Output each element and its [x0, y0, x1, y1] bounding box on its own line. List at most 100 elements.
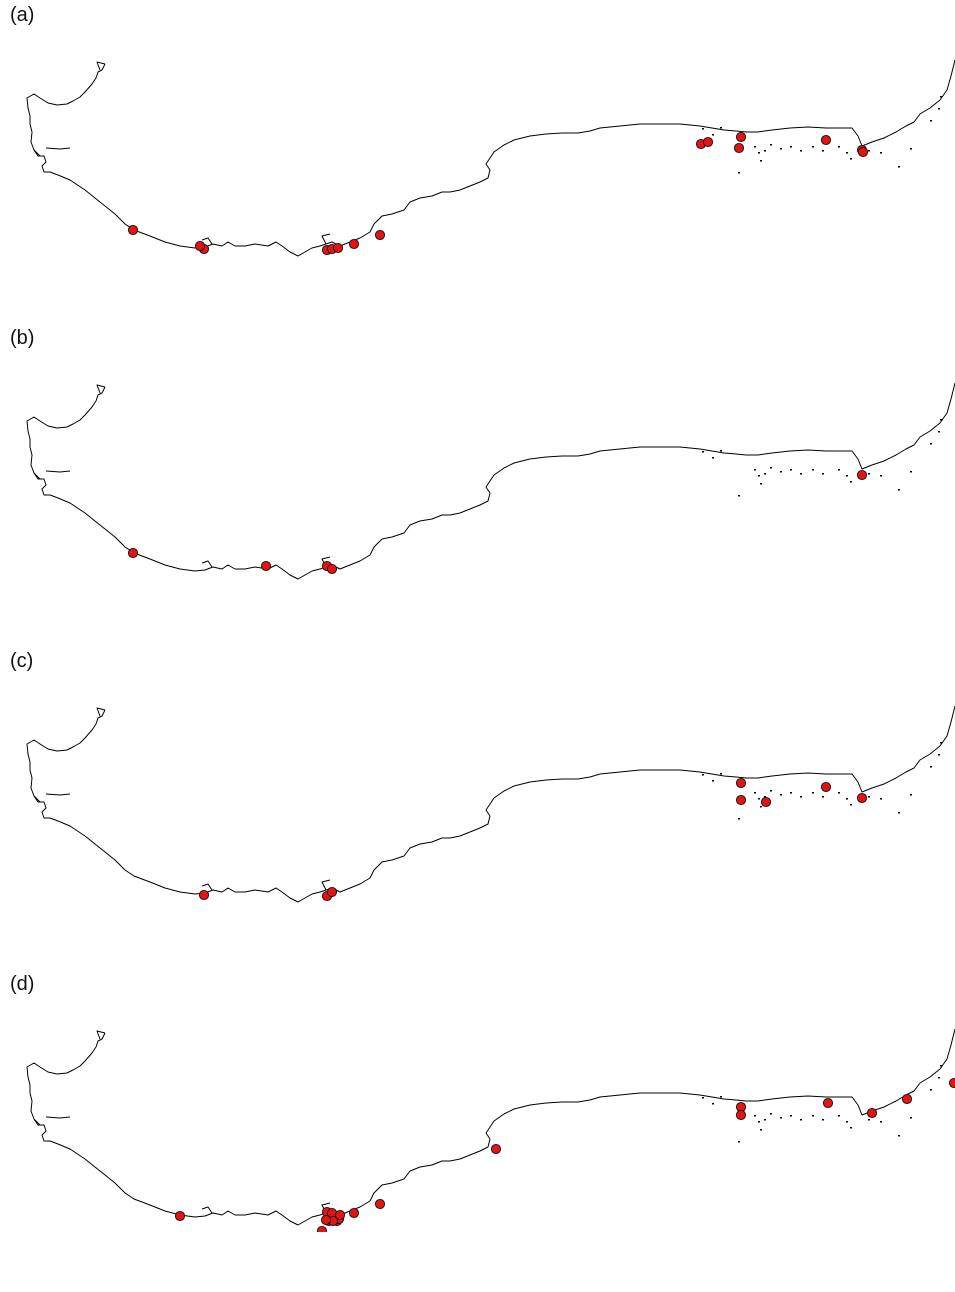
coastline-inlet: [321, 879, 331, 891]
islet: [790, 146, 792, 148]
islet: [938, 754, 940, 756]
islet: [846, 475, 848, 477]
islet: [760, 806, 762, 808]
coastline-inlet: [201, 883, 213, 891]
coastline-inlet: [201, 560, 213, 568]
panel-label: (a): [10, 4, 35, 26]
islet: [800, 473, 802, 475]
islet: [754, 792, 756, 794]
islet: [770, 1113, 772, 1115]
islet: [720, 1096, 722, 1098]
panel-label: (b): [10, 327, 35, 349]
islet: [770, 144, 772, 146]
islet: [868, 150, 870, 152]
site-marker: [820, 134, 832, 146]
site-marker: [760, 796, 772, 808]
site-marker: [374, 229, 386, 241]
panel-d: (d): [0, 969, 955, 1292]
panel-c: (c): [0, 646, 955, 969]
site-marker: [735, 777, 747, 789]
site-marker: [735, 1109, 747, 1121]
site-marker: [326, 886, 338, 898]
islet: [812, 1115, 814, 1117]
islet: [812, 792, 814, 794]
islet: [846, 798, 848, 800]
site-marker: [320, 1214, 332, 1226]
site-marker: [901, 1093, 913, 1105]
islet: [812, 146, 814, 148]
islet: [702, 128, 704, 130]
site-marker: [856, 792, 868, 804]
islet: [910, 1117, 912, 1119]
islet: [754, 146, 756, 148]
coastline-inlet: [96, 384, 106, 394]
islet: [712, 1103, 714, 1105]
islet: [780, 471, 782, 473]
islet: [868, 1119, 870, 1121]
islet: [712, 457, 714, 459]
islet: [880, 475, 882, 477]
site-marker: [316, 1225, 328, 1232]
islet: [738, 818, 740, 820]
islet: [898, 166, 900, 168]
islet: [910, 794, 912, 796]
site-marker: [733, 142, 745, 154]
islet: [940, 96, 942, 98]
islet: [846, 152, 848, 154]
islet: [910, 471, 912, 473]
islet: [880, 798, 882, 800]
islet: [850, 804, 852, 806]
site-marker: [735, 794, 747, 806]
islet: [720, 773, 722, 775]
site-marker: [127, 547, 139, 559]
site-marker: [332, 242, 344, 254]
islet: [770, 790, 772, 792]
islet: [898, 489, 900, 491]
islet: [720, 127, 722, 129]
site-marker: [127, 224, 139, 236]
islet: [780, 148, 782, 150]
site-marker: [866, 1107, 878, 1119]
islet: [754, 1115, 756, 1117]
islet: [938, 431, 940, 433]
site-marker: [326, 563, 338, 575]
site-marker: [194, 240, 206, 252]
site-marker: [702, 136, 714, 148]
islet: [758, 798, 760, 800]
coastline-inlet: [45, 793, 71, 796]
coastline: [26, 705, 955, 903]
site-marker: [198, 889, 210, 901]
islet: [758, 475, 760, 477]
site-marker: [856, 469, 868, 481]
islet: [822, 150, 824, 152]
coastline-inlet: [201, 1206, 213, 1214]
islet: [880, 152, 882, 154]
islet: [838, 469, 840, 471]
islet: [838, 1115, 840, 1117]
site-marker: [260, 560, 272, 572]
site-marker: [948, 1077, 955, 1089]
islet: [780, 1117, 782, 1119]
coastline-inlet: [33, 795, 41, 803]
panel-label: (d): [10, 973, 35, 995]
islet: [754, 469, 756, 471]
islet: [822, 796, 824, 798]
islet: [880, 1121, 882, 1123]
islet: [712, 780, 714, 782]
coastline-inlet: [96, 707, 106, 717]
islet: [738, 172, 740, 174]
islet: [930, 1089, 932, 1091]
site-marker: [348, 1207, 360, 1219]
islet: [938, 108, 940, 110]
islet: [770, 467, 772, 469]
islet: [760, 160, 762, 162]
islet: [738, 495, 740, 497]
islet: [850, 1127, 852, 1129]
islet: [838, 792, 840, 794]
islet: [702, 451, 704, 453]
coastline-path: [26, 1028, 955, 1226]
coastline-inlet: [33, 149, 41, 157]
islet: [790, 792, 792, 794]
islet: [898, 812, 900, 814]
site-marker: [334, 1209, 346, 1221]
